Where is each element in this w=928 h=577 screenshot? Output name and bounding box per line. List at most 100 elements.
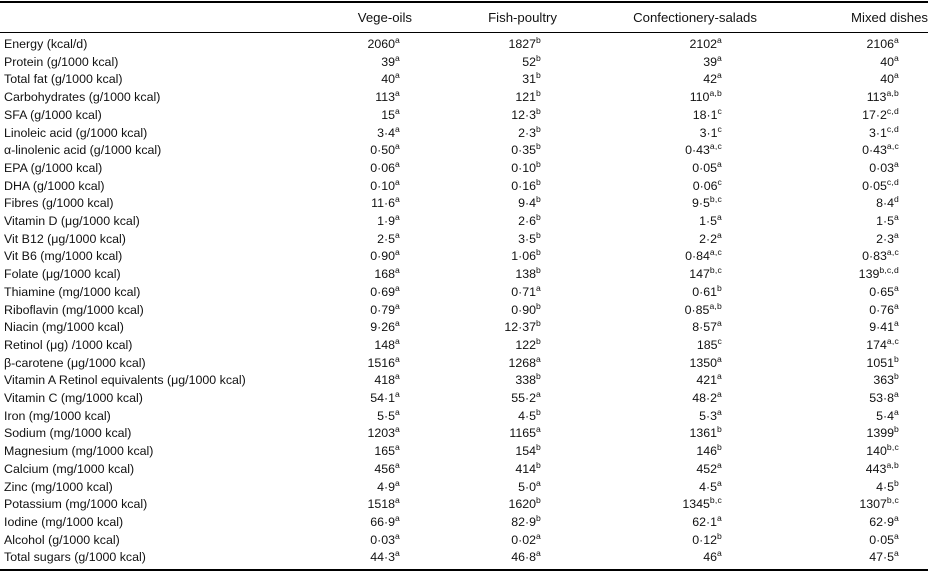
table-row: Folate (μg/1000 kcal) 168a 138b 147b,c 139b,… [0, 266, 928, 284]
significance-superscript: b,c [709, 195, 722, 205]
significance-superscript: a [395, 213, 400, 223]
significance-superscript: b,c [709, 266, 722, 276]
cell-value: 138 [515, 267, 537, 282]
value-cell: 15a [330, 107, 415, 125]
value-cell: 0·90b [415, 302, 560, 320]
column-header-vege-oils: Vege-oils [330, 2, 415, 33]
cell-value: 4·5 [876, 479, 895, 494]
table-body: Energy (kcal/d) 2060a 1827b 2102a 2106a Prote… [0, 33, 928, 572]
significance-superscript: a [395, 106, 400, 116]
cell-value: 0·12 [692, 532, 718, 547]
cell-value: 1·9 [377, 214, 396, 229]
cell-value: 0·02 [511, 532, 537, 547]
cell-value: 5·0 [518, 479, 537, 494]
row-label: Iron (mg/1000 kcal) [4, 408, 111, 423]
cell-value: 40 [880, 72, 895, 87]
cell-value: 1620 [508, 497, 537, 512]
cell-value: 62·9 [869, 514, 895, 529]
value-cell: 0·05a [760, 532, 928, 550]
cell-value: 52 [522, 54, 537, 69]
cell-value: 5·5 [377, 408, 396, 423]
value-cell: 12·3b [415, 107, 560, 125]
significance-superscript: a [395, 531, 400, 541]
significance-superscript: a [717, 390, 722, 400]
significance-superscript: a [894, 301, 899, 311]
significance-superscript: a [395, 319, 400, 329]
cell-value: 46·8 [511, 550, 537, 565]
value-cell: 421a [560, 372, 760, 390]
cell-value: 165 [374, 444, 396, 459]
cell-value: 1516 [367, 355, 396, 370]
value-cell: 456a [330, 461, 415, 479]
significance-superscript: b [536, 35, 541, 45]
cell-value: 44·3 [370, 550, 396, 565]
significance-superscript: a [395, 336, 400, 346]
value-cell: 0·12b [560, 532, 760, 550]
cell-value: 168 [374, 267, 396, 282]
value-cell: 9·5b,c [560, 195, 760, 213]
value-cell: 0·35b [415, 142, 560, 160]
value-cell: 11·6a [330, 195, 415, 213]
significance-superscript: c,d [886, 106, 899, 116]
value-cell: 363b [760, 372, 928, 390]
value-cell: 452a [560, 461, 760, 479]
significance-superscript: a [894, 71, 899, 81]
cell-value: 62·1 [692, 514, 718, 529]
cell-value: 147 [689, 267, 710, 282]
value-cell: 0·10b [415, 160, 560, 178]
cell-value: 53·8 [869, 391, 895, 406]
value-cell: 9·41a [760, 319, 928, 337]
cell-value: 139 [858, 267, 880, 282]
significance-superscript: b [536, 142, 541, 152]
cell-value: 0·03 [370, 532, 396, 547]
header-row: Vege-oils Fish-poultry Confectionery-salad… [0, 2, 928, 33]
row-label: Alcohol (g/1000 kcal) [4, 532, 120, 547]
significance-superscript: b [894, 372, 899, 382]
cell-value: 3·4 [377, 125, 396, 140]
significance-superscript: b,c [886, 443, 899, 453]
cell-value: 0·69 [370, 284, 396, 299]
value-cell: 54·1a [330, 390, 415, 408]
value-cell: 0·79a [330, 302, 415, 320]
value-cell: 1827b [415, 33, 560, 54]
table-row: SFA (g/1000 kcal) 15a 12·3b 18·1c 17·2c,d [0, 107, 928, 125]
cell-value: 2·5 [377, 231, 396, 246]
significance-superscript: a [395, 283, 400, 293]
value-cell: 2·2a [560, 231, 760, 249]
value-cell: 443a,b [760, 461, 928, 479]
value-cell: 110a,b [560, 89, 760, 107]
cell-value: 174 [866, 337, 887, 352]
cell-value: 0·06 [692, 178, 718, 193]
cell-value: 1345 [682, 497, 710, 512]
significance-superscript: a [894, 531, 899, 541]
significance-superscript: a [536, 283, 541, 293]
significance-superscript: a [395, 372, 400, 382]
significance-superscript: c,d [886, 124, 899, 134]
significance-superscript: a [894, 513, 899, 523]
cell-value: 140 [866, 444, 887, 459]
cell-value: 47·5 [869, 550, 895, 565]
significance-superscript: a [536, 354, 541, 364]
row-label: Linoleic acid (g/1000 kcal) [4, 125, 148, 140]
cell-value: 338 [515, 373, 537, 388]
cell-value: 1051 [866, 355, 895, 370]
cell-value: 54·1 [370, 391, 396, 406]
value-cell: 5·0a [415, 479, 560, 497]
significance-superscript: a [395, 266, 400, 276]
value-cell: 3·1c,d [760, 125, 928, 143]
cell-value: 5·3 [699, 408, 718, 423]
table-row: Vit B6 (mg/1000 kcal) 0·90a 1·06b 0·84a,c 0·… [0, 248, 928, 266]
significance-superscript: a,c [886, 336, 899, 346]
value-cell: 4·5a [560, 479, 760, 497]
value-cell: 113a [330, 89, 415, 107]
row-label: Folate (μg/1000 kcal) [4, 267, 121, 282]
value-cell: 55·2a [415, 390, 560, 408]
value-cell: 0·43a,c [760, 142, 928, 160]
value-cell: 1·5a [760, 213, 928, 231]
value-cell: 0·43a,c [560, 142, 760, 160]
cell-value: 148 [374, 337, 396, 352]
cell-value: 456 [374, 461, 396, 476]
value-cell: 5·3a [560, 408, 760, 426]
significance-superscript: b [536, 124, 541, 134]
value-cell: 0·02a [415, 532, 560, 550]
